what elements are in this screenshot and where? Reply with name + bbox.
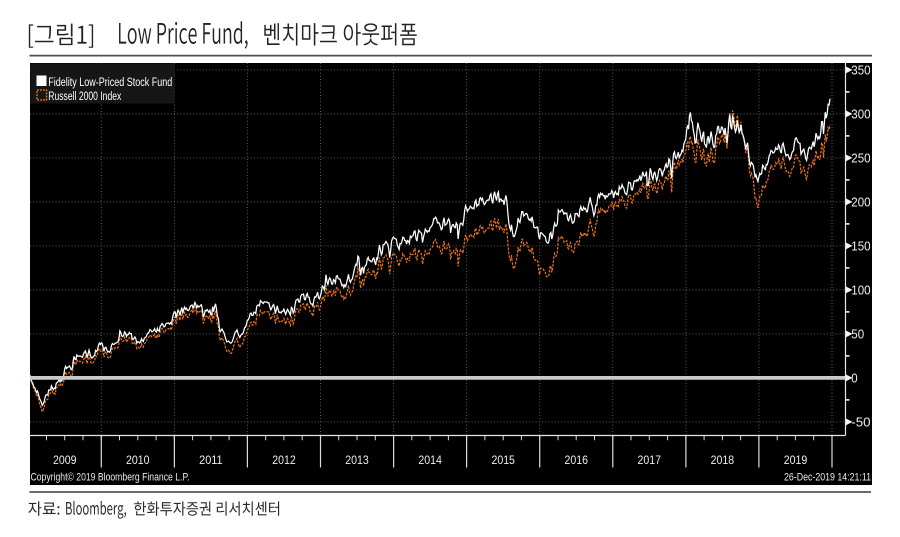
svg-text:Russell 2000 Index: Russell 2000 Index bbox=[48, 89, 122, 103]
svg-text:200: 200 bbox=[851, 195, 870, 210]
svg-text:250: 250 bbox=[851, 151, 870, 166]
svg-text:0: 0 bbox=[851, 371, 857, 386]
svg-text:2009: 2009 bbox=[53, 453, 77, 467]
svg-text:2019: 2019 bbox=[784, 453, 808, 467]
svg-text:50: 50 bbox=[851, 327, 864, 342]
svg-text:-50: -50 bbox=[851, 415, 870, 430]
svg-text:2010: 2010 bbox=[126, 453, 150, 467]
svg-text:100: 100 bbox=[851, 283, 870, 298]
svg-text:2012: 2012 bbox=[272, 453, 296, 467]
svg-text:2014: 2014 bbox=[418, 453, 442, 467]
svg-text:2013: 2013 bbox=[345, 453, 369, 467]
svg-text:300: 300 bbox=[851, 107, 870, 122]
svg-text:26-Dec-2019 14:21:11: 26-Dec-2019 14:21:11 bbox=[784, 472, 871, 484]
svg-text:2011: 2011 bbox=[199, 453, 223, 467]
svg-text:2016: 2016 bbox=[565, 453, 589, 467]
svg-text:350: 350 bbox=[851, 63, 870, 78]
svg-text:Copyright© 2019 Bloomberg Fina: Copyright© 2019 Bloomberg Finance L.P. bbox=[31, 472, 190, 484]
svg-text:Fidelity Low-Priced Stock Fund: Fidelity Low-Priced Stock Fund bbox=[48, 75, 172, 89]
svg-text:150: 150 bbox=[851, 239, 870, 254]
svg-text:2017: 2017 bbox=[638, 453, 662, 467]
svg-text:2018: 2018 bbox=[711, 453, 735, 467]
svg-text:2015: 2015 bbox=[491, 453, 515, 467]
